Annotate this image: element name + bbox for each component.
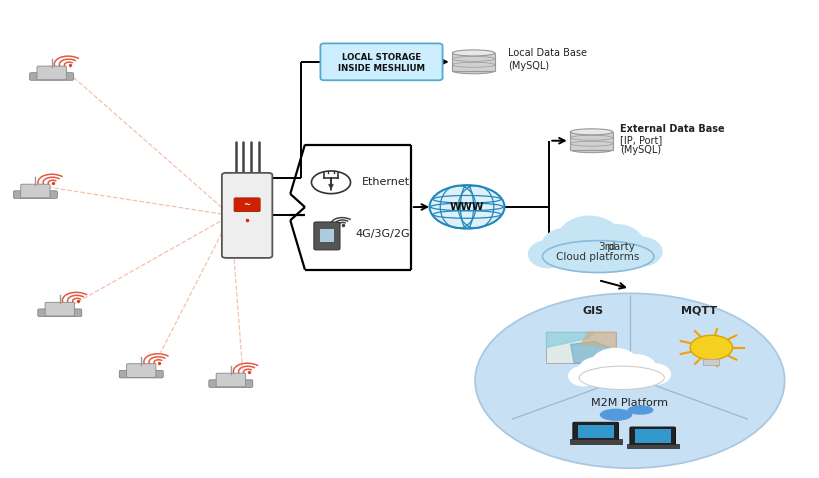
Ellipse shape [613, 354, 656, 382]
Circle shape [429, 185, 504, 228]
Text: INSIDE MESHLIUM: INSIDE MESHLIUM [337, 64, 424, 73]
Ellipse shape [541, 242, 653, 272]
Text: 4G/3G/2G: 4G/3G/2G [355, 229, 410, 239]
FancyBboxPatch shape [233, 198, 260, 212]
FancyBboxPatch shape [314, 222, 340, 250]
FancyBboxPatch shape [20, 184, 50, 198]
Polygon shape [452, 53, 494, 71]
FancyBboxPatch shape [634, 429, 670, 443]
Ellipse shape [577, 357, 615, 383]
Polygon shape [581, 332, 615, 348]
FancyBboxPatch shape [569, 439, 621, 444]
Ellipse shape [599, 409, 631, 421]
Ellipse shape [541, 228, 590, 263]
FancyBboxPatch shape [119, 370, 163, 378]
Text: External Data Base: External Data Base [619, 124, 724, 134]
Ellipse shape [636, 363, 670, 385]
Ellipse shape [578, 367, 663, 389]
Text: Cloud platforms: Cloud platforms [556, 252, 639, 262]
Ellipse shape [570, 129, 612, 135]
Circle shape [690, 335, 731, 360]
Circle shape [311, 171, 350, 194]
FancyBboxPatch shape [13, 191, 57, 198]
Text: WWW: WWW [449, 202, 484, 212]
Text: Local Data Base: Local Data Base [507, 48, 586, 58]
FancyBboxPatch shape [222, 173, 272, 258]
Text: party: party [603, 241, 634, 251]
Text: [IP, Port]: [IP, Port] [619, 135, 662, 145]
FancyBboxPatch shape [319, 228, 334, 242]
Text: M2M Platform: M2M Platform [590, 398, 667, 408]
FancyBboxPatch shape [45, 302, 75, 316]
Polygon shape [545, 332, 594, 348]
Ellipse shape [570, 147, 612, 152]
Text: ~: ~ [243, 199, 251, 208]
Ellipse shape [556, 216, 621, 262]
FancyBboxPatch shape [216, 373, 245, 387]
FancyBboxPatch shape [629, 427, 675, 445]
FancyBboxPatch shape [572, 422, 618, 441]
Text: (MySQL): (MySQL) [507, 61, 548, 71]
FancyBboxPatch shape [38, 309, 82, 316]
Text: MQTT: MQTT [681, 306, 717, 316]
FancyBboxPatch shape [209, 380, 252, 387]
Text: GIS: GIS [582, 306, 603, 316]
Text: 3rd: 3rd [597, 241, 615, 251]
Polygon shape [570, 132, 612, 150]
Ellipse shape [618, 237, 662, 267]
Text: LOCAL STORAGE: LOCAL STORAGE [342, 53, 420, 62]
Text: Ethernet: Ethernet [361, 177, 410, 187]
Ellipse shape [527, 240, 568, 268]
Text: (MySQL): (MySQL) [619, 145, 660, 155]
Ellipse shape [452, 50, 494, 56]
Ellipse shape [578, 366, 663, 390]
FancyBboxPatch shape [29, 73, 74, 80]
Ellipse shape [627, 405, 653, 415]
Ellipse shape [452, 68, 494, 74]
FancyBboxPatch shape [126, 364, 156, 378]
FancyBboxPatch shape [626, 444, 678, 448]
Polygon shape [570, 341, 615, 363]
FancyBboxPatch shape [37, 66, 66, 80]
Ellipse shape [541, 240, 653, 272]
Ellipse shape [474, 293, 784, 468]
FancyBboxPatch shape [320, 43, 442, 80]
Ellipse shape [587, 224, 643, 262]
FancyBboxPatch shape [703, 359, 718, 366]
Ellipse shape [568, 366, 599, 386]
FancyBboxPatch shape [545, 332, 615, 363]
FancyBboxPatch shape [577, 424, 613, 438]
Ellipse shape [590, 348, 639, 382]
